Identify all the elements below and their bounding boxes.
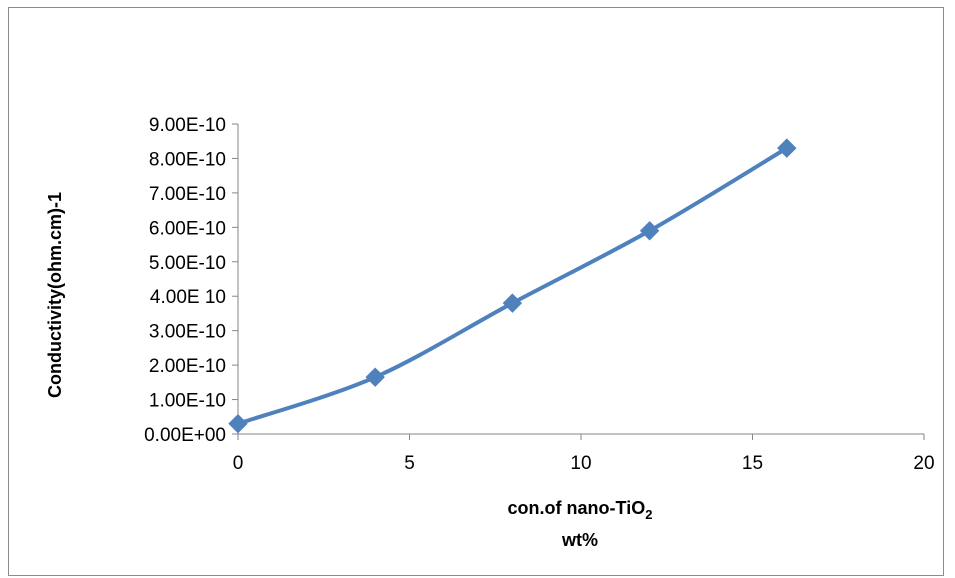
x-tick-label: 5: [404, 453, 415, 474]
series-layer: [229, 139, 796, 433]
y-tick-label: 7.00E-10: [149, 184, 226, 205]
y-tick-label: 4.00E 10: [150, 287, 226, 308]
y-axis-title: Conductivity(ohm.cm)-1: [45, 192, 65, 398]
y-tick-label: 1.00E-10: [149, 391, 226, 412]
x-tick-label: 10: [570, 453, 591, 474]
x-tick-label: 15: [742, 453, 763, 474]
data-point-marker: [641, 222, 659, 240]
data-point-marker: [503, 294, 521, 312]
x-tick-label: 0: [233, 453, 244, 474]
x-axis-title: con.of nano-TiO2: [508, 498, 653, 522]
x-axis-title-subscript: 2: [645, 507, 652, 522]
y-tick-label: 0.00E+00: [144, 425, 226, 446]
x-axis-title-text: con.of nano-TiO: [508, 498, 646, 518]
x-axis-title-line2: wt%: [561, 530, 598, 550]
series-line: [238, 148, 787, 424]
y-tick-label: 8.00E-10: [149, 149, 226, 170]
data-point-marker: [366, 368, 384, 386]
y-tick-label: 3.00E-10: [149, 322, 226, 343]
x-tick-label: 20: [913, 453, 934, 474]
tick-labels: 0.00E+00 1.00E-10 2.00E-10 3.00E-10 4.00E 10…: [144, 115, 934, 474]
y-tick-label: 5.00E-10: [149, 253, 226, 274]
y-tick-label: 9.00E-10: [149, 115, 226, 136]
data-point-marker: [778, 139, 796, 157]
y-tick-label: 6.00E-10: [149, 218, 226, 239]
data-point-marker: [229, 415, 247, 433]
y-tick-label: 2.00E-10: [149, 356, 226, 377]
